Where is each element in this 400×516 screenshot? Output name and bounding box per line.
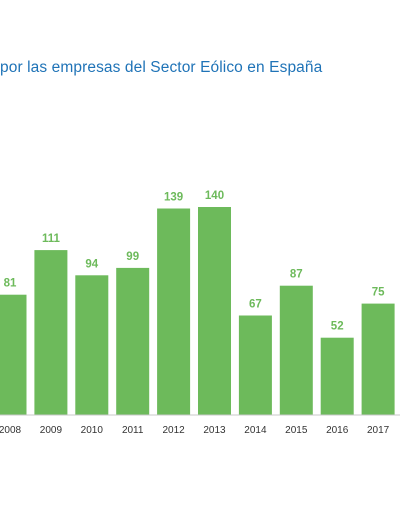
bar-value-label-2013: 140 bbox=[205, 190, 224, 202]
bar-value-label-2011: 99 bbox=[126, 251, 139, 263]
bar-2016 bbox=[320, 337, 354, 415]
x-tick-label-2008: 2008 bbox=[0, 425, 22, 436]
bar-value-label-2008: 81 bbox=[4, 278, 17, 290]
x-tick-label-2015: 2015 bbox=[285, 425, 308, 436]
x-tick-label-2016: 2016 bbox=[326, 425, 349, 436]
bar-2014 bbox=[238, 315, 272, 415]
bar-value-label-2009: 111 bbox=[42, 233, 61, 245]
bar-2017 bbox=[361, 303, 395, 415]
x-tick-label-2014: 2014 bbox=[244, 425, 267, 436]
x-tick-label-2017: 2017 bbox=[367, 425, 390, 436]
x-tick-label-2010: 2010 bbox=[81, 425, 104, 436]
bar-value-label-2015: 87 bbox=[290, 269, 303, 281]
bar-value-label-2016: 52 bbox=[331, 321, 344, 333]
x-tick-label-2013: 2013 bbox=[203, 425, 226, 436]
bar-value-label-2012: 139 bbox=[164, 192, 183, 204]
bar-2012 bbox=[157, 208, 191, 415]
bar-2011 bbox=[116, 267, 150, 415]
chart-title: por las empresas del Sector Eólico en Es… bbox=[0, 59, 323, 76]
bar-2010 bbox=[75, 275, 109, 415]
bar-value-label-2010: 94 bbox=[85, 258, 98, 270]
bar-2008 bbox=[0, 294, 27, 415]
bar-2013 bbox=[198, 207, 231, 415]
bar-value-label-2017: 75 bbox=[372, 287, 385, 299]
bar-2009 bbox=[34, 250, 68, 415]
x-tick-label-2009: 2009 bbox=[40, 425, 63, 436]
bar-value-label-2014: 67 bbox=[249, 299, 262, 311]
bar-2015 bbox=[279, 285, 313, 415]
x-tick-label-2012: 2012 bbox=[162, 425, 185, 436]
bars-group: 81 2008 111 2009 94 2010 99 2011 139 2012 140 2013 6… bbox=[0, 190, 395, 436]
x-tick-label-2011: 2011 bbox=[122, 425, 144, 436]
